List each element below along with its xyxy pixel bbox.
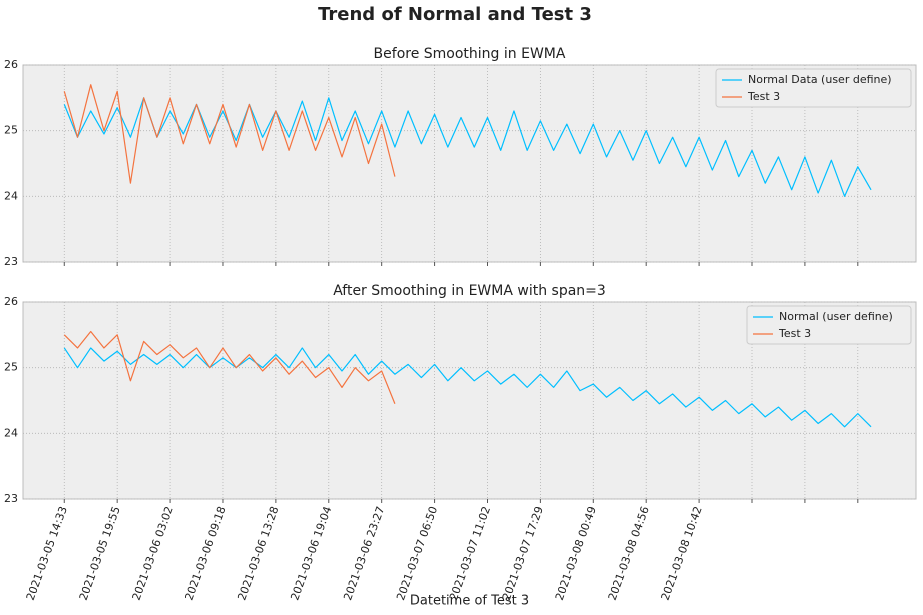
x-tick-label: 2021-03-06 03:02 xyxy=(130,505,176,603)
y-tick-label: 23 xyxy=(4,255,18,268)
series-line xyxy=(63,347,872,428)
subplot-title: After Smoothing in EWMA with span=3 xyxy=(333,283,606,299)
x-tick-label: 2021-03-05 14:33 xyxy=(24,505,70,603)
x-tick-label: 2021-03-08 04:56 xyxy=(606,505,652,603)
series-line xyxy=(63,330,396,405)
legend-label: Test 3 xyxy=(778,327,811,340)
x-tick-label: 2021-03-06 23:27 xyxy=(341,505,387,603)
legend-label: Normal (user define) xyxy=(779,310,893,323)
y-tick-label: 23 xyxy=(4,492,18,505)
x-axis-label: Datetime of Test 3 xyxy=(410,594,529,609)
y-tick-label: 25 xyxy=(4,361,18,374)
y-tick-label: 24 xyxy=(4,189,18,202)
legend-label: Normal Data (user define) xyxy=(748,73,892,86)
legend-label: Test 3 xyxy=(747,90,780,103)
x-tick-label: 2021-03-06 09:18 xyxy=(182,505,228,603)
y-tick-label: 26 xyxy=(4,295,18,308)
x-tick-label: 2021-03-08 10:42 xyxy=(659,505,705,603)
y-tick-label: 25 xyxy=(4,124,18,137)
x-tick-label: 2021-03-08 00:49 xyxy=(553,505,599,603)
x-tick-label: 2021-03-07 11:02 xyxy=(447,505,493,603)
x-tick-label: 2021-03-06 19:04 xyxy=(288,505,334,603)
series-line xyxy=(63,84,396,184)
subplot-title: Before Smoothing in EWMA xyxy=(374,46,566,62)
y-tick-label: 24 xyxy=(4,426,18,439)
x-tick-label: 2021-03-05 19:55 xyxy=(77,505,123,603)
legend-box xyxy=(715,68,912,108)
x-tick-label: 2021-03-06 13:28 xyxy=(235,505,281,603)
legend-box xyxy=(746,305,912,345)
y-tick-label: 26 xyxy=(4,58,18,71)
figure-title: Trend of Normal and Test 3 xyxy=(318,4,592,25)
x-tick-label: 2021-03-07 17:29 xyxy=(500,505,546,603)
x-tick-label: 2021-03-07 06:50 xyxy=(394,505,440,603)
